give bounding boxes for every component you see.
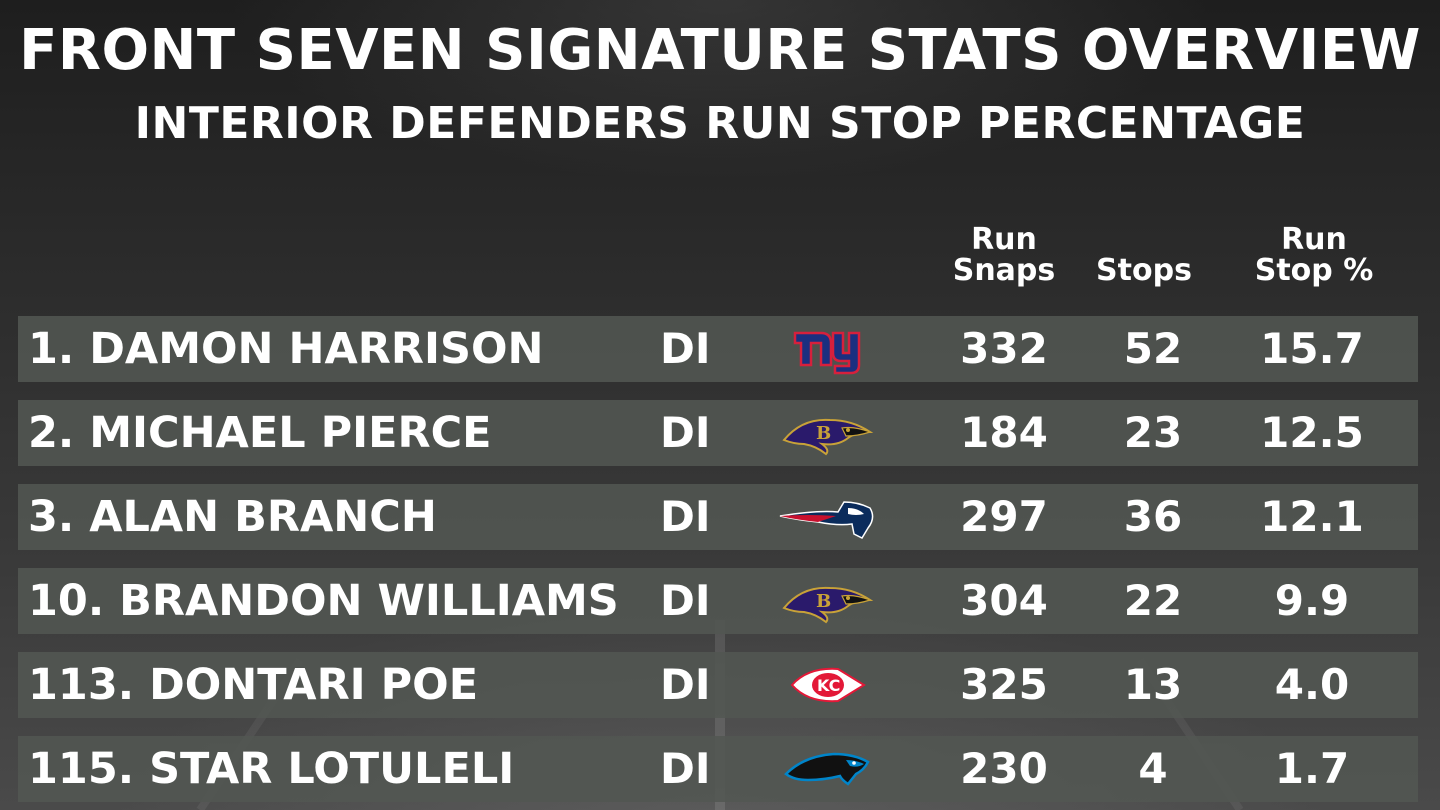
run-stop-pct-value: 4.0	[1274, 660, 1350, 709]
run-snaps-value: 325	[960, 660, 1048, 709]
run-stop-pct-value: 12.5	[1260, 408, 1364, 457]
chiefs-logo-icon: KC	[778, 652, 878, 718]
header-run-snaps-line2: Snaps	[952, 253, 1056, 288]
header-run-snaps: Run Snaps	[924, 224, 1084, 286]
header-stops: Stops	[1064, 224, 1224, 286]
run-stop-pct-value: 15.7	[1260, 324, 1364, 373]
run-snaps-value: 304	[960, 576, 1048, 625]
player-position: DI	[660, 576, 711, 625]
stops-value: 36	[1123, 492, 1183, 541]
stops-value: 4	[1138, 744, 1168, 793]
table-row: 1. DAMON HARRISON DI 332 52 15.7	[18, 316, 1418, 382]
patriots-logo-icon	[778, 484, 878, 550]
header-stops-label: Stops	[1096, 253, 1192, 288]
page-title: FRONT SEVEN SIGNATURE STATS OVERVIEW	[19, 18, 1421, 83]
player-name: 113. DONTARI POE	[28, 660, 479, 710]
player-position: DI	[660, 660, 711, 709]
stops-value: 13	[1123, 660, 1183, 709]
player-name: 2. MICHAEL PIERCE	[28, 408, 492, 458]
svg-text:B: B	[816, 423, 831, 444]
ravens-logo-icon: B	[778, 400, 878, 466]
player-position: DI	[660, 324, 711, 373]
player-name: 10. BRANDON WILLIAMS	[28, 576, 619, 626]
table-row: 3. ALAN BRANCH DI 297 36 12.1	[18, 484, 1418, 550]
table-row: 115. STAR LOTULELI DI 230 4 1.7	[18, 736, 1418, 802]
svg-text:B: B	[816, 591, 831, 612]
run-snaps-value: 230	[960, 744, 1048, 793]
svg-text:KC: KC	[817, 676, 840, 695]
run-stop-pct-value: 9.9	[1274, 576, 1350, 625]
stops-value: 23	[1123, 408, 1183, 457]
player-name: 115. STAR LOTULELI	[28, 744, 515, 794]
run-stop-pct-value: 12.1	[1260, 492, 1364, 541]
ravens-logo-icon: B	[778, 568, 878, 634]
stops-value: 52	[1123, 324, 1183, 373]
header-run-stop-pct: Run Stop %	[1234, 224, 1394, 286]
header-stops-spacer	[1064, 224, 1224, 255]
table-row: 113. DONTARI POE DI KC 325 13 4.0	[18, 652, 1418, 718]
table-row: 2. MICHAEL PIERCE DI B 184 23 12.5	[18, 400, 1418, 466]
player-position: DI	[660, 492, 711, 541]
header-run-snaps-line1: Run	[971, 222, 1037, 257]
run-snaps-value: 297	[960, 492, 1048, 541]
player-name: 3. ALAN BRANCH	[28, 492, 437, 542]
table-row: 10. BRANDON WILLIAMS DI B 304 22 9.9	[18, 568, 1418, 634]
run-snaps-value: 332	[960, 324, 1048, 373]
panthers-logo-icon	[778, 736, 878, 802]
run-snaps-value: 184	[960, 408, 1048, 457]
player-name: 1. DAMON HARRISON	[28, 324, 544, 374]
player-position: DI	[660, 744, 711, 793]
header-run-stop-pct-line2: Stop %	[1254, 253, 1374, 288]
page-subtitle: INTERIOR DEFENDERS RUN STOP PERCENTAGE	[134, 98, 1306, 149]
stops-value: 22	[1123, 576, 1183, 625]
run-stop-pct-value: 1.7	[1274, 744, 1350, 793]
player-position: DI	[660, 408, 711, 457]
giants-logo-icon	[778, 316, 878, 382]
header-run-stop-pct-line1: Run	[1281, 222, 1347, 257]
